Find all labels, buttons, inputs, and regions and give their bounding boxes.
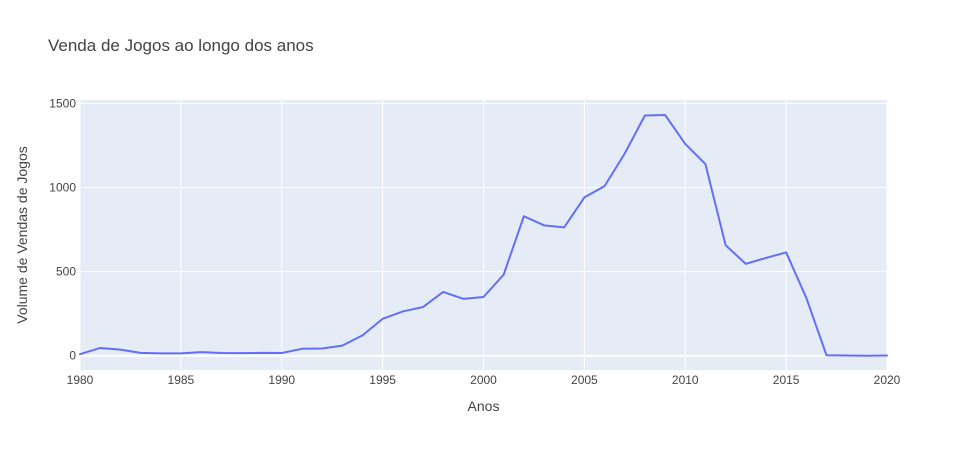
y-tick-label: 1500 [49,96,76,110]
x-tick-label: 2000 [470,373,497,387]
x-tick-label: 2020 [874,373,901,387]
x-tick-label: 2010 [672,373,699,387]
sales-line [79,113,888,357]
chart-title: Venda de Jogos ao longo dos anos [48,36,314,55]
x-axis-title: Anos [468,398,500,414]
x-tick-label: 1980 [67,373,94,387]
x-tick-label: 2005 [571,373,598,387]
grid-lines [79,100,888,370]
y-tick-label: 0 [69,349,76,363]
y-axis-title: Volume de Vendas de Jogos [14,146,30,323]
x-tick-label: 1995 [369,373,396,387]
x-tick-label: 1990 [268,373,295,387]
y-tick-label: 500 [56,265,76,279]
x-axis-ticks: 1980 1985 1990 1995 2000 2005 2010 2015 2020 [67,373,901,387]
x-tick-label: 1985 [168,373,195,387]
y-axis-ticks: 0 500 1000 1500 [49,96,76,362]
x-tick-label: 2015 [773,373,800,387]
y-tick-label: 1000 [49,180,76,194]
